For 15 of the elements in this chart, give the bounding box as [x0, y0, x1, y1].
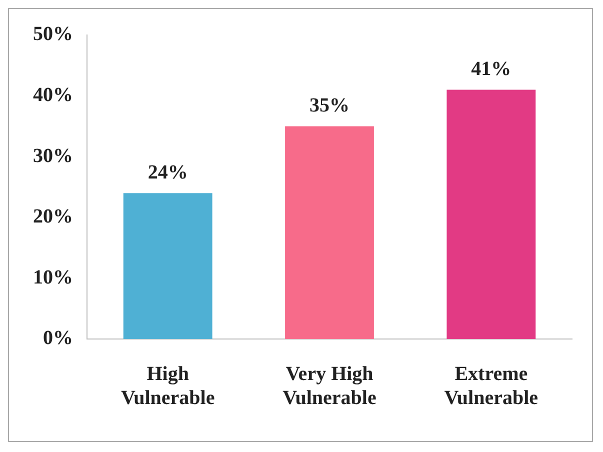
y-tick-label: 0% [43, 327, 73, 350]
bar [446, 90, 536, 339]
y-tick-label: 40% [33, 84, 73, 106]
x-tick-label: Extreme Vulnerable [444, 363, 538, 410]
bar [285, 126, 374, 339]
y-tick-label: 50% [33, 23, 73, 46]
y-tick-label: 20% [33, 206, 73, 228]
data-label: 35% [310, 94, 350, 116]
x-tick-label: Very High Vulnerable [282, 363, 376, 410]
data-label: 24% [148, 161, 188, 184]
data-label: 41% [471, 58, 512, 80]
bar [123, 193, 212, 339]
x-tick-label: High Vulnerable [120, 363, 215, 410]
y-tick-label: 10% [33, 266, 73, 288]
y-tick-label: 30% [33, 144, 73, 167]
